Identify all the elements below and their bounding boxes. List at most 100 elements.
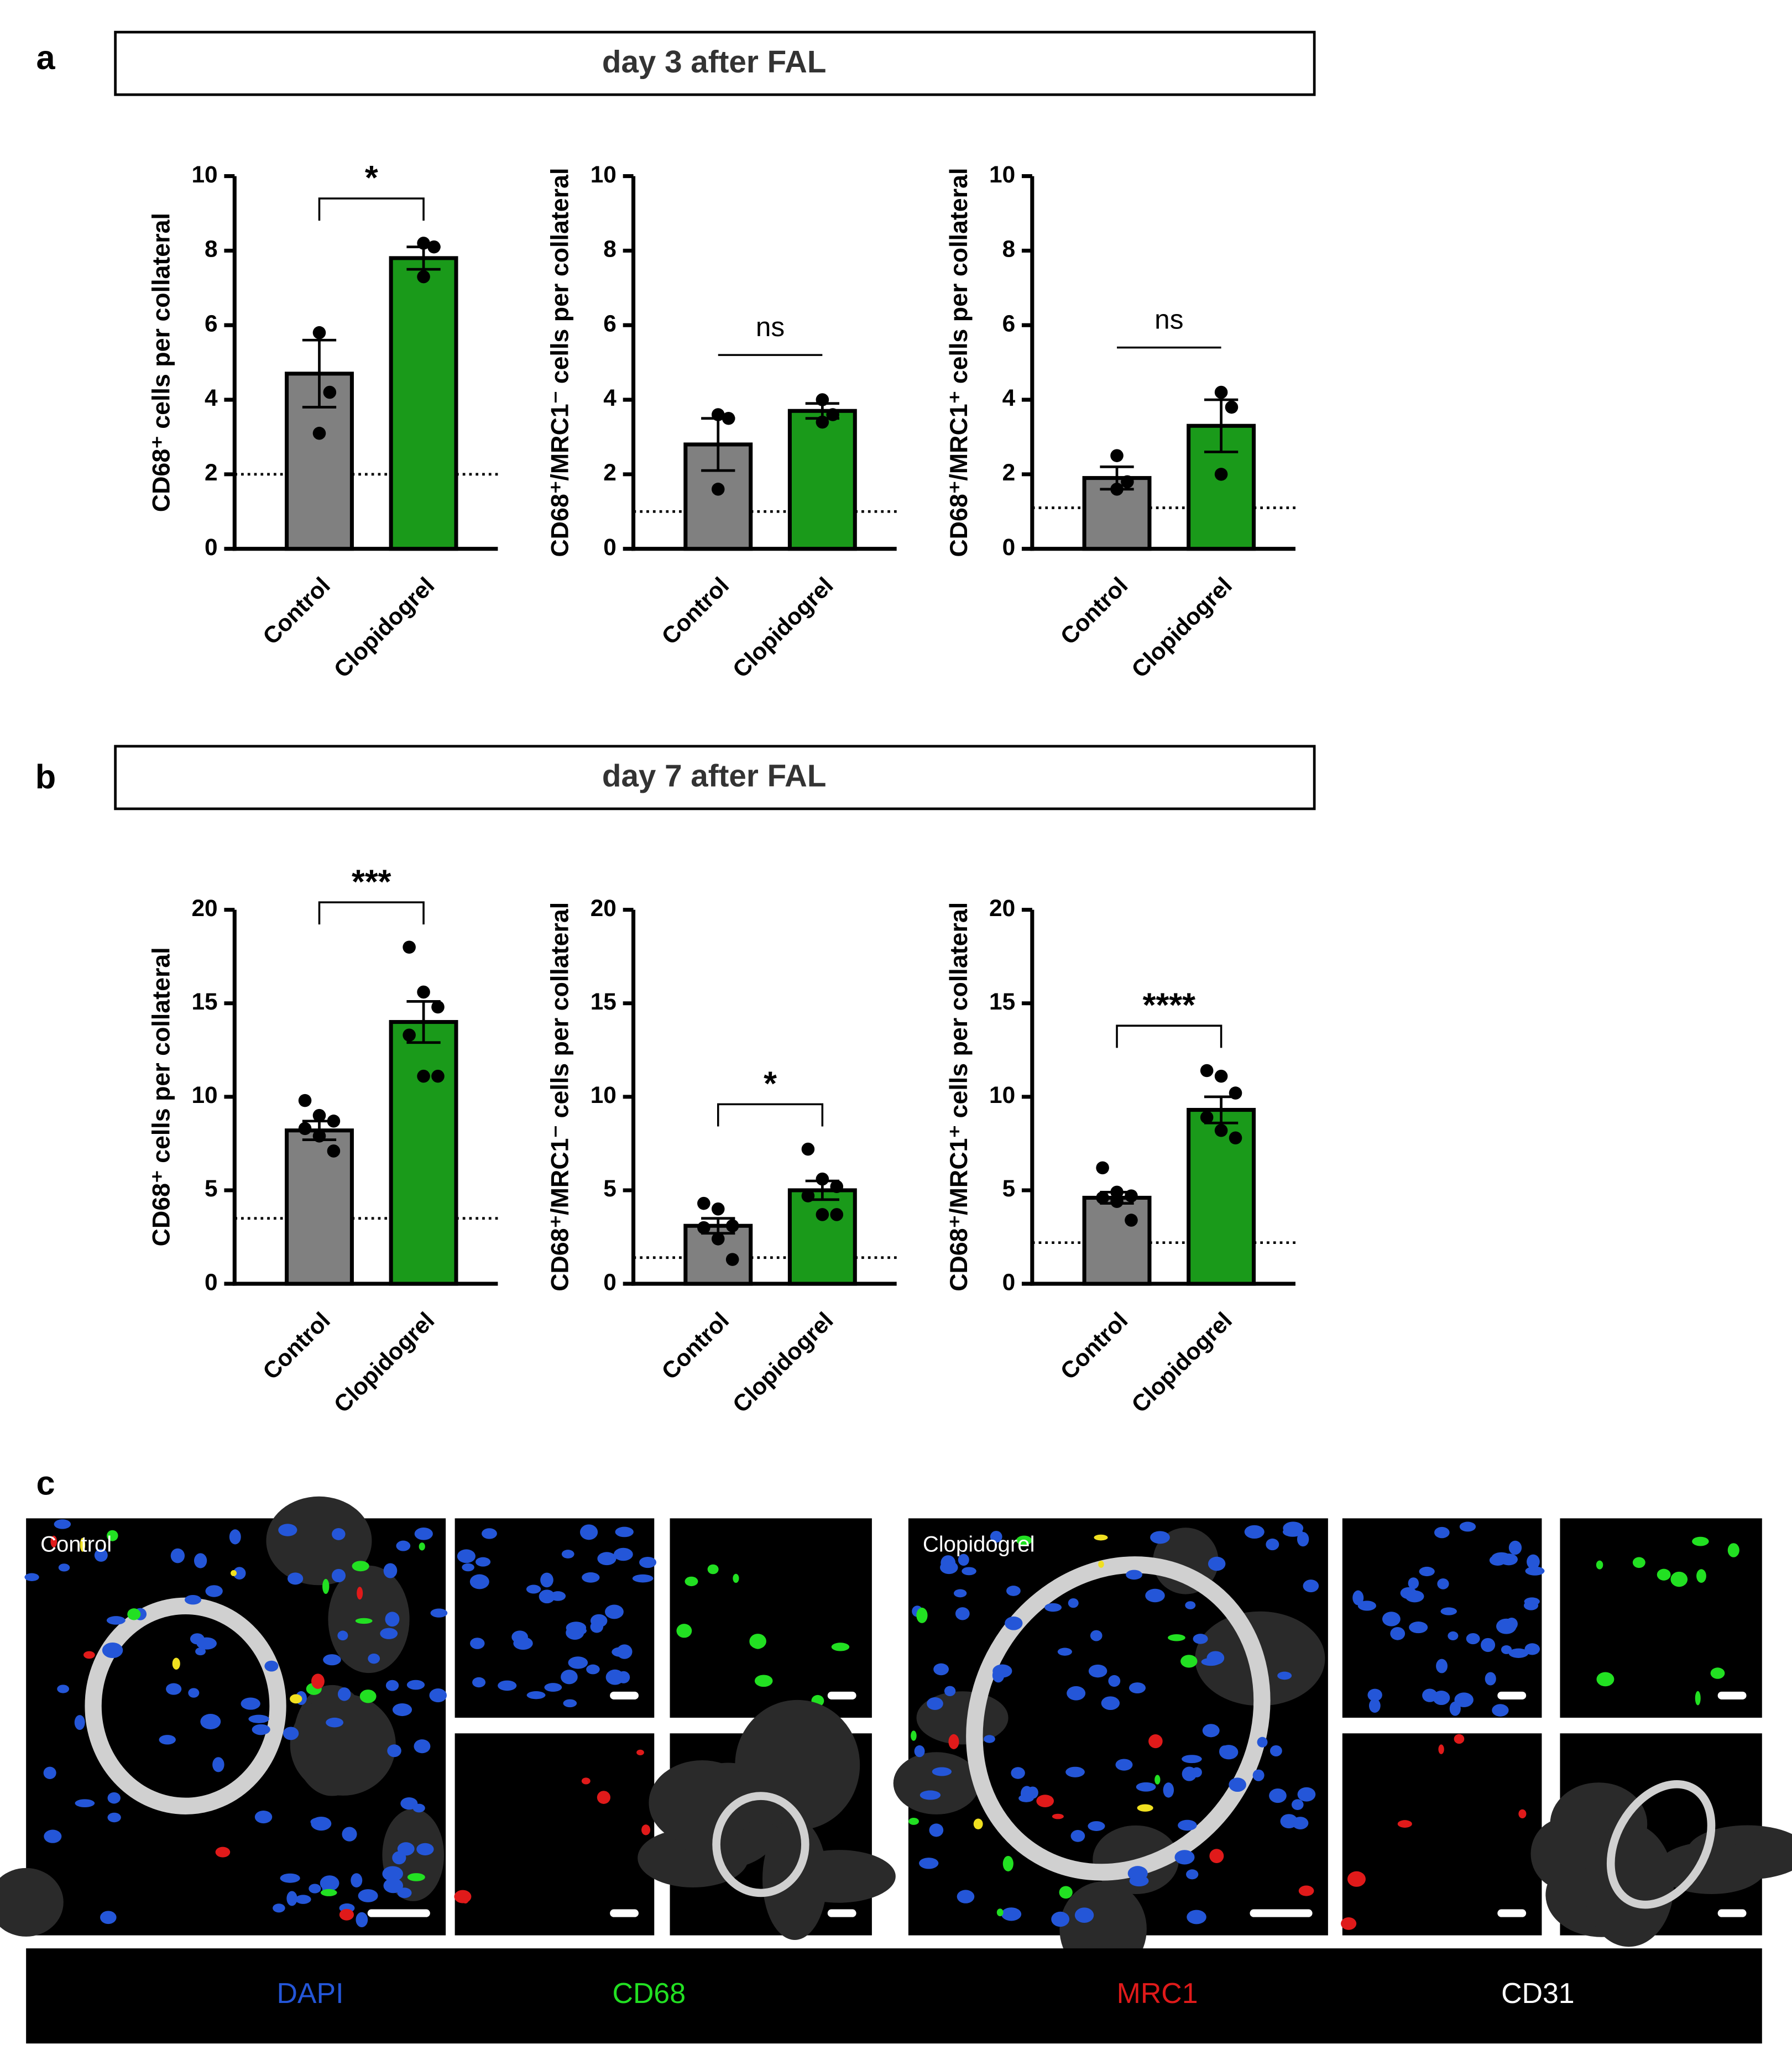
cell [1094,1534,1108,1541]
scale-bar [367,1909,430,1917]
cell [1382,1612,1401,1626]
data-point [1110,449,1124,462]
y-tick-label: 0 [205,534,218,560]
scale-bar [827,1691,856,1700]
data-point [1225,400,1239,414]
y-axis-label: CD68⁺/MRC1⁺ cells per collateral [945,168,973,557]
cell [1408,1577,1419,1589]
cell [1150,1531,1170,1544]
x-tick-label: Clopidogrel [329,572,440,683]
cell [1282,1527,1303,1537]
micrographs: Control Clopidogrel [0,1496,1792,1977]
data-point [327,1115,341,1128]
scale-bar [827,1909,856,1917]
data-point [711,1232,725,1246]
y-axis-label: CD68⁺/MRC1⁻ cells per collateral [546,168,574,557]
cell [1527,1554,1540,1570]
cell [368,1653,380,1664]
cell [1692,1536,1709,1546]
cell [544,1683,562,1692]
cell [1185,1601,1196,1609]
cell [597,1791,610,1804]
panel-label: c [36,1465,55,1502]
cell [320,1875,339,1891]
significance-bracket [318,197,425,221]
tissue [0,1868,64,1937]
cell [241,1697,260,1710]
cell [1187,1910,1206,1924]
scale-bar [1717,1691,1747,1700]
cell [170,1548,185,1563]
cell [612,1647,628,1657]
cell [166,1683,182,1695]
data-point [1214,1069,1228,1083]
cell [383,1878,404,1894]
cell [1632,1557,1645,1568]
cell [1433,1690,1450,1706]
cell [953,1589,967,1598]
cell [597,1552,617,1566]
cell [385,1680,399,1691]
cell [641,1824,651,1835]
scale-bar [1497,1909,1527,1917]
y-tick-label: 8 [603,236,617,262]
cell [382,1866,403,1882]
cell [914,1745,925,1758]
data-point [1214,1123,1228,1137]
cell [1193,1634,1208,1644]
cell [470,1638,485,1649]
cell [1266,1538,1279,1551]
cell [233,1567,246,1579]
cell [1027,1786,1038,1799]
cell [1525,1566,1545,1576]
data-point [826,408,839,421]
significance-label: ns [1154,305,1183,335]
cell [908,1818,919,1825]
y-tick-label: 0 [205,1269,218,1295]
cell [457,1549,476,1563]
cell [1208,1556,1226,1571]
cell [996,1908,1004,1917]
cell [1057,1647,1072,1656]
cell [1206,1651,1225,1665]
data-point [1214,468,1228,481]
cell [337,1687,351,1701]
cell [1368,1698,1381,1713]
cell [540,1572,553,1588]
cell [1524,1643,1540,1655]
micrograph [454,1733,655,1936]
scale-bar [1497,1691,1527,1700]
cell [1052,1813,1064,1819]
cell [944,1686,956,1697]
panel-label: a [36,39,55,76]
cell [188,1688,200,1698]
data-point [1110,1195,1124,1209]
data-point [711,408,725,421]
cell [1347,1871,1366,1887]
cell [332,1528,346,1540]
cell [676,1624,692,1638]
data-point [725,1253,739,1266]
cell [1115,1759,1133,1771]
cell [1002,1855,1013,1871]
data-point [1110,483,1124,496]
cell [586,1664,600,1675]
cell [1523,1601,1539,1610]
vessel [85,1597,286,1814]
cell [1448,1631,1459,1640]
cell [290,1694,302,1704]
cell [636,1749,644,1755]
y-tick-label: 10 [191,1082,217,1108]
cell [264,1660,279,1672]
cell [1101,1696,1120,1711]
data-point [417,1069,430,1083]
cell [948,1734,959,1749]
y-tick-label: 0 [603,534,617,560]
cell [561,1550,574,1558]
cell [1001,1907,1022,1921]
y-axis-label: CD68⁺ cells per collateral [147,947,175,1246]
cell [194,1553,207,1568]
cell [1154,1775,1161,1785]
y-tick-label: 10 [191,161,217,187]
